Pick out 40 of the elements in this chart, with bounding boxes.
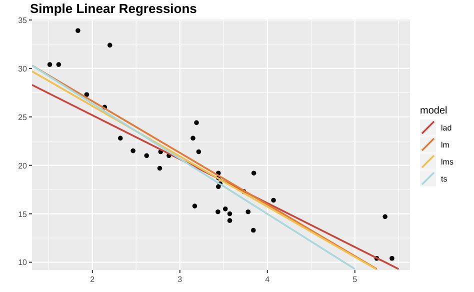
point <box>84 92 90 97</box>
y-tick-label: 20 <box>18 161 28 170</box>
point <box>76 28 80 34</box>
y-tick-label: 35 <box>18 16 28 25</box>
point <box>246 209 251 214</box>
point <box>194 120 199 126</box>
point <box>222 206 228 212</box>
x-tick-label: 3 <box>178 275 183 284</box>
point <box>190 136 196 141</box>
point <box>157 166 162 171</box>
point <box>271 198 276 203</box>
point <box>382 214 388 220</box>
point <box>47 62 52 67</box>
point <box>118 136 123 141</box>
point <box>390 256 394 261</box>
point <box>107 42 112 48</box>
legend-label: lm <box>441 140 450 150</box>
point <box>216 209 220 214</box>
x-tick-label: 2 <box>90 275 96 284</box>
legend-label: ts <box>441 174 448 184</box>
y-tick-label: 15 <box>18 210 28 219</box>
point <box>130 148 136 154</box>
x-tick-label: 4 <box>265 275 270 284</box>
y-tick-label: 25 <box>18 112 28 122</box>
y-tick-label: 10 <box>18 258 28 268</box>
y-tick-label: 30 <box>18 64 28 74</box>
point <box>251 170 256 176</box>
point <box>216 184 221 190</box>
point <box>192 204 198 208</box>
point <box>250 228 256 233</box>
legend-label: lms <box>441 158 454 166</box>
point <box>227 211 232 216</box>
legend-label: lad <box>441 124 452 132</box>
chart-title: Simple Linear Regressions <box>30 1 197 16</box>
point <box>196 149 202 154</box>
point <box>56 62 62 67</box>
legend-title: model <box>420 106 448 116</box>
point <box>227 218 232 223</box>
point <box>144 153 150 158</box>
x-tick-label: 5 <box>352 275 358 284</box>
